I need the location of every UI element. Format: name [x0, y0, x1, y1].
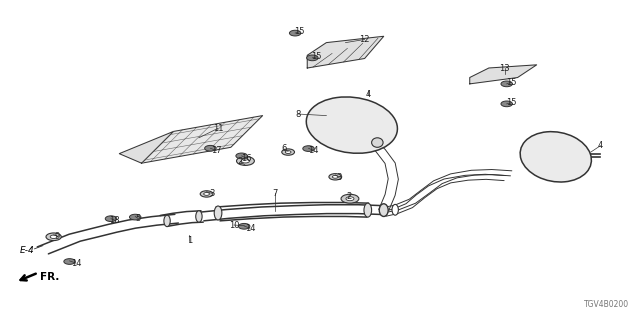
Circle shape: [282, 149, 294, 155]
Text: 3: 3: [337, 173, 342, 182]
Circle shape: [307, 55, 318, 61]
Text: 15: 15: [506, 78, 516, 87]
Text: 10: 10: [228, 220, 239, 229]
Text: 14: 14: [70, 259, 81, 268]
Ellipse shape: [307, 97, 397, 153]
Text: 14: 14: [308, 146, 319, 155]
Circle shape: [64, 259, 76, 264]
Circle shape: [501, 101, 513, 107]
Circle shape: [501, 81, 513, 87]
Text: 5: 5: [136, 214, 141, 223]
Text: 6: 6: [281, 144, 286, 153]
Circle shape: [332, 175, 338, 178]
Circle shape: [237, 156, 254, 165]
Text: 9: 9: [55, 232, 60, 241]
Text: FR.: FR.: [40, 272, 59, 282]
Circle shape: [105, 216, 116, 221]
Circle shape: [289, 30, 301, 36]
Circle shape: [50, 235, 57, 238]
Text: 7: 7: [273, 189, 278, 198]
Circle shape: [346, 197, 354, 201]
Polygon shape: [141, 116, 262, 163]
Ellipse shape: [196, 211, 202, 222]
Circle shape: [285, 151, 291, 154]
Circle shape: [303, 146, 314, 151]
Text: 3: 3: [209, 189, 214, 198]
Circle shape: [204, 193, 209, 196]
Text: 17: 17: [211, 146, 221, 155]
Ellipse shape: [214, 206, 222, 220]
Text: 4: 4: [365, 91, 371, 100]
Text: 4: 4: [598, 141, 603, 150]
Text: 14: 14: [244, 224, 255, 233]
Text: 12: 12: [359, 35, 370, 44]
Polygon shape: [119, 132, 173, 163]
Text: 13: 13: [499, 63, 510, 73]
Text: E-4: E-4: [19, 246, 35, 255]
Circle shape: [205, 145, 216, 151]
Text: 16: 16: [241, 154, 252, 163]
Ellipse shape: [372, 138, 383, 147]
Circle shape: [239, 223, 250, 229]
Circle shape: [341, 194, 359, 203]
Circle shape: [200, 191, 213, 197]
Circle shape: [46, 233, 61, 241]
Circle shape: [329, 174, 342, 180]
Ellipse shape: [364, 203, 372, 217]
Text: TGV4B0200: TGV4B0200: [584, 300, 629, 309]
Circle shape: [236, 153, 247, 159]
Ellipse shape: [520, 132, 591, 182]
Circle shape: [241, 159, 250, 163]
Text: 2: 2: [346, 192, 351, 201]
Text: 15: 15: [506, 99, 516, 108]
Text: 18: 18: [109, 216, 120, 225]
Text: 1: 1: [187, 236, 192, 245]
Text: 11: 11: [212, 124, 223, 133]
Ellipse shape: [380, 204, 388, 216]
Polygon shape: [307, 36, 384, 68]
Text: 15: 15: [294, 27, 305, 36]
Polygon shape: [470, 65, 537, 84]
Text: 8: 8: [295, 109, 300, 118]
Ellipse shape: [392, 204, 398, 215]
Circle shape: [129, 214, 141, 220]
Text: 2: 2: [237, 157, 243, 166]
Ellipse shape: [164, 215, 170, 227]
Text: 15: 15: [312, 52, 322, 61]
